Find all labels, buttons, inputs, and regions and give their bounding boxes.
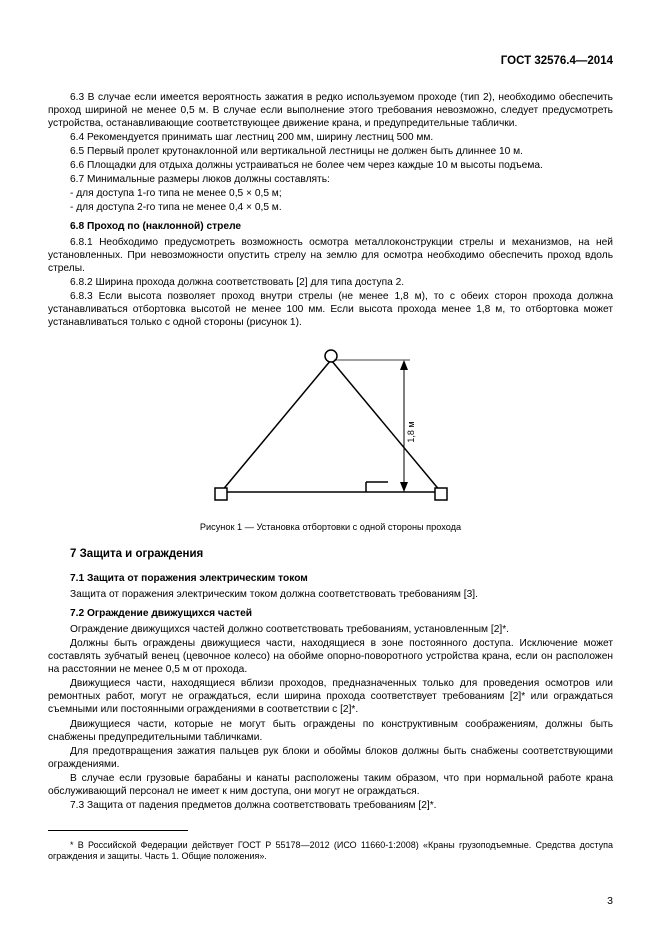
paragraph-6-7-b: - для доступа 2-го типа не менее 0,4 × 0… (48, 201, 613, 214)
heading-7: 7 Защита и ограждения (70, 547, 613, 562)
heading-7-2: 7.2 Ограждение движущихся частей (48, 607, 613, 620)
page-number: 3 (607, 895, 613, 908)
paragraph-6-4: 6.4 Рекомендуется принимать шаг лестниц … (48, 131, 613, 144)
paragraph-6-7: 6.7 Минимальные размеры люков должны сос… (48, 173, 613, 186)
footnote-text: * В Российской Федерации действует ГОСТ … (48, 840, 613, 863)
figure-1-caption: Рисунок 1 — Установка отбортовки с одной… (48, 522, 613, 534)
paragraph-7-1: Защита от поражения электрическим током … (48, 588, 613, 601)
paragraph-6-8-2: 6.8.2 Ширина прохода должна соответствов… (48, 276, 613, 289)
paragraph-7-2-f: В случае если грузовые барабаны и канаты… (48, 772, 613, 798)
paragraph-6-6: 6.6 Площадки для отдыха должны устраиват… (48, 159, 613, 172)
figure-1-svg: 1,8 м (186, 342, 476, 512)
paragraph-6-3: 6.3 В случае если имеется вероятность за… (48, 91, 613, 130)
paragraph-7-2-a: Ограждение движущихся частей должно соот… (48, 623, 613, 636)
figure-dimension-label: 1,8 м (406, 421, 416, 442)
document-page: ГОСТ 32576.4—2014 6.3 В случае если имее… (0, 0, 661, 936)
paragraph-6-8-1: 6.8.1 Необходимо предусмотреть возможнос… (48, 236, 613, 275)
document-standard-code: ГОСТ 32576.4—2014 (48, 54, 613, 69)
paragraph-7-2-e: Для предотвращения зажатия пальцев рук б… (48, 745, 613, 771)
paragraph-6-8-3: 6.8.3 Если высота позволяет проход внутр… (48, 290, 613, 329)
figure-1: 1,8 м (48, 342, 613, 516)
heading-6-8: 6.8 Проход по (наклонной) стреле (48, 220, 613, 233)
paragraph-7-2-c: Движущиеся части, находящиеся вблизи про… (48, 677, 613, 716)
paragraph-7-2-d: Движущиеся части, которые не могут быть … (48, 718, 613, 744)
heading-7-1: 7.1 Защита от поражения электрическим то… (48, 572, 613, 585)
footnote-separator (48, 830, 188, 831)
paragraph-6-5: 6.5 Первый пролет крутонаклонной или вер… (48, 145, 613, 158)
paragraph-7-2-b: Должны быть ограждены движущиеся части, … (48, 637, 613, 676)
paragraph-6-7-a: - для доступа 1-го типа не менее 0,5 × 0… (48, 187, 613, 200)
paragraph-7-3: 7.3 Защита от падения предметов должна с… (48, 799, 613, 812)
